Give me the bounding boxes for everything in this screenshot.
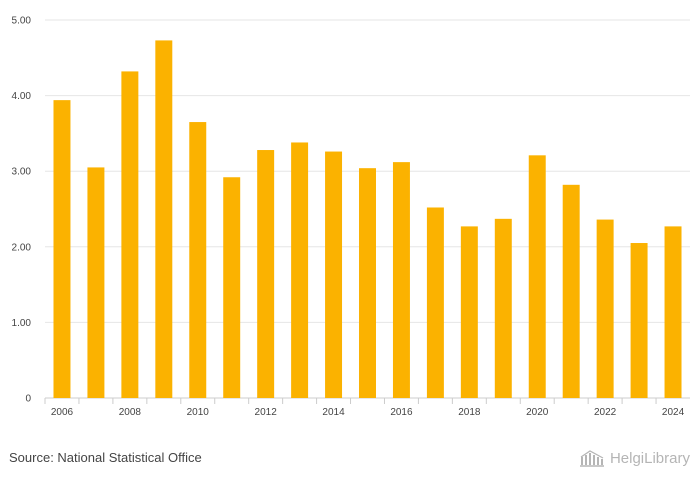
bar-2021	[562, 184, 580, 398]
bar-2017	[426, 207, 444, 398]
bar-2011	[223, 177, 241, 398]
bar-2007	[87, 167, 105, 398]
brand-text: HelgiLibrary	[609, 449, 690, 467]
bar-2022	[596, 219, 614, 398]
bar-2023	[630, 243, 648, 398]
bar-2010	[189, 122, 207, 398]
x-tick-label: 2018	[458, 407, 481, 418]
bar-2012	[257, 150, 275, 398]
y-tick-label: 1.00	[12, 318, 32, 329]
x-axis-ticks: 2006 2008 2010 2012 2014 2016 2018 2020 2022 2024	[44, 398, 685, 418]
x-tick-label: 2012	[255, 407, 278, 418]
y-tick-label: 4.00	[12, 91, 32, 102]
bars	[53, 40, 682, 399]
bar-2016	[392, 162, 410, 398]
y-tick-label: 3.00	[12, 167, 32, 178]
x-tick-label: 2022	[594, 407, 617, 418]
x-tick-label: 2006	[51, 407, 74, 418]
bar-2009	[155, 40, 173, 399]
bar-2015	[359, 168, 376, 398]
bar-2006	[53, 100, 71, 399]
bar-2018	[460, 226, 478, 398]
x-tick-label: 2024	[662, 407, 685, 418]
helgi-library-logo: HelgiLibrary	[579, 449, 690, 467]
x-tick-label: 2010	[187, 407, 210, 418]
bar-chart: 01.002.003.004.005.00 2006 2008 2010 2012 20…	[12, 16, 690, 418]
bar-2024	[664, 226, 682, 398]
x-tick-label: 2016	[390, 407, 413, 418]
x-tick-label: 2014	[322, 407, 345, 418]
bar-2019	[494, 218, 512, 398]
bar-2014	[325, 151, 343, 398]
y-axis-ticks: 0 1.00 2.00 3.00 4.00 5.00	[12, 16, 32, 405]
y-tick-label: 5.00	[12, 16, 32, 27]
bar-2020	[528, 155, 546, 398]
library-building-icon	[579, 450, 604, 467]
x-tick-label: 2008	[119, 407, 142, 418]
bar-2013	[291, 142, 309, 398]
y-tick-label: 2.00	[12, 242, 32, 253]
bar-2008	[121, 71, 139, 399]
x-tick-label: 2020	[526, 407, 549, 418]
source-note: Source: National Statistical Office	[9, 450, 202, 465]
y-tick-label: 0	[25, 394, 31, 405]
